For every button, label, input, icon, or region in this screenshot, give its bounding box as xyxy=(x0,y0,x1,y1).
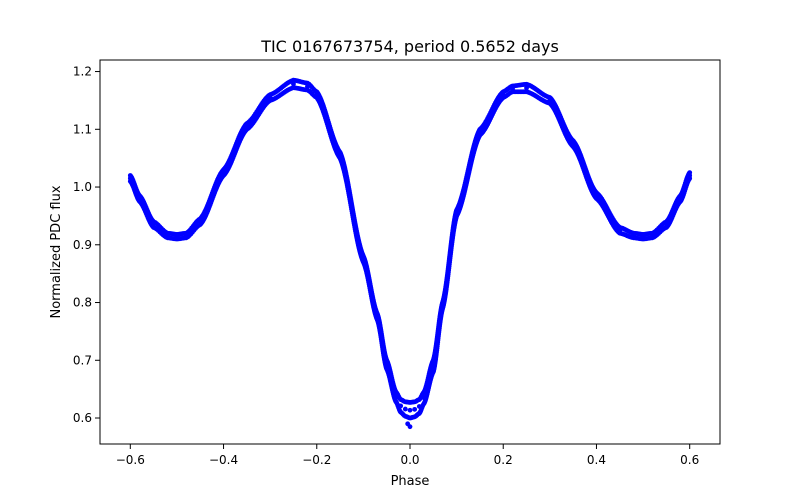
data-point xyxy=(430,363,436,369)
data-point xyxy=(393,394,399,400)
data-point xyxy=(524,85,529,91)
data-point xyxy=(477,129,483,135)
data-point xyxy=(547,98,553,103)
data-point xyxy=(384,362,390,368)
data-point xyxy=(650,233,655,238)
data-point xyxy=(360,256,366,262)
data-point xyxy=(594,193,599,199)
data-point xyxy=(374,314,380,320)
data-point xyxy=(421,395,427,401)
x-tick-label: −0.6 xyxy=(116,453,145,467)
data-point xyxy=(221,170,226,176)
outlier-point xyxy=(405,421,411,427)
y-tick-label: 0.6 xyxy=(73,411,92,425)
y-tick-label: 0.8 xyxy=(73,296,92,310)
data-point xyxy=(291,81,296,87)
y-tick-label: 1.1 xyxy=(73,122,92,136)
x-tick-label: 0.0 xyxy=(400,453,419,467)
data-point xyxy=(407,407,413,413)
y-axis-label: Normalized PDC flux xyxy=(49,185,64,318)
data-point xyxy=(617,227,623,233)
data-point xyxy=(305,84,310,89)
y-tick-label: 0.9 xyxy=(73,238,92,252)
data-point xyxy=(267,95,273,100)
data-point xyxy=(687,173,693,178)
data-point xyxy=(314,92,320,98)
data-point xyxy=(454,210,460,216)
data-point xyxy=(402,406,408,412)
data-point xyxy=(127,175,133,181)
data-point xyxy=(197,219,203,225)
data-point xyxy=(165,233,170,238)
data-point xyxy=(183,233,189,238)
x-tick-label: 0.2 xyxy=(494,453,513,467)
x-tick-label: 0.6 xyxy=(680,453,699,467)
data-point xyxy=(244,124,250,129)
data-point xyxy=(151,222,157,227)
data-point xyxy=(174,234,180,240)
data-point xyxy=(640,234,646,240)
x-axis: −0.6 −0.4 −0.2 0.0 0.2 0.4 0.6 xyxy=(116,444,699,467)
data-point xyxy=(337,152,343,158)
data-point xyxy=(412,406,418,412)
data-point xyxy=(510,86,515,92)
y-tick-label: 1.2 xyxy=(73,65,92,79)
x-axis-label: Phase xyxy=(391,474,430,489)
data-point xyxy=(416,404,422,409)
data-points xyxy=(127,77,693,430)
data-point xyxy=(677,196,683,201)
x-tick-label: 0.4 xyxy=(587,453,606,467)
x-tick-label: −0.4 xyxy=(209,453,238,467)
data-point xyxy=(440,303,446,308)
y-tick-label: 0.7 xyxy=(73,353,92,367)
data-point xyxy=(570,141,576,147)
data-point xyxy=(398,403,404,409)
y-axis: 0.6 0.7 0.8 0.9 1.0 1.1 1.2 xyxy=(73,65,100,425)
data-point xyxy=(137,196,143,201)
data-point xyxy=(663,222,669,227)
y-tick-label: 1.0 xyxy=(73,180,92,194)
chart-title: TIC 0167673754, period 0.5652 days xyxy=(260,37,559,56)
data-point xyxy=(500,92,506,98)
x-tick-label: −0.2 xyxy=(302,453,331,467)
data-point xyxy=(631,233,637,238)
